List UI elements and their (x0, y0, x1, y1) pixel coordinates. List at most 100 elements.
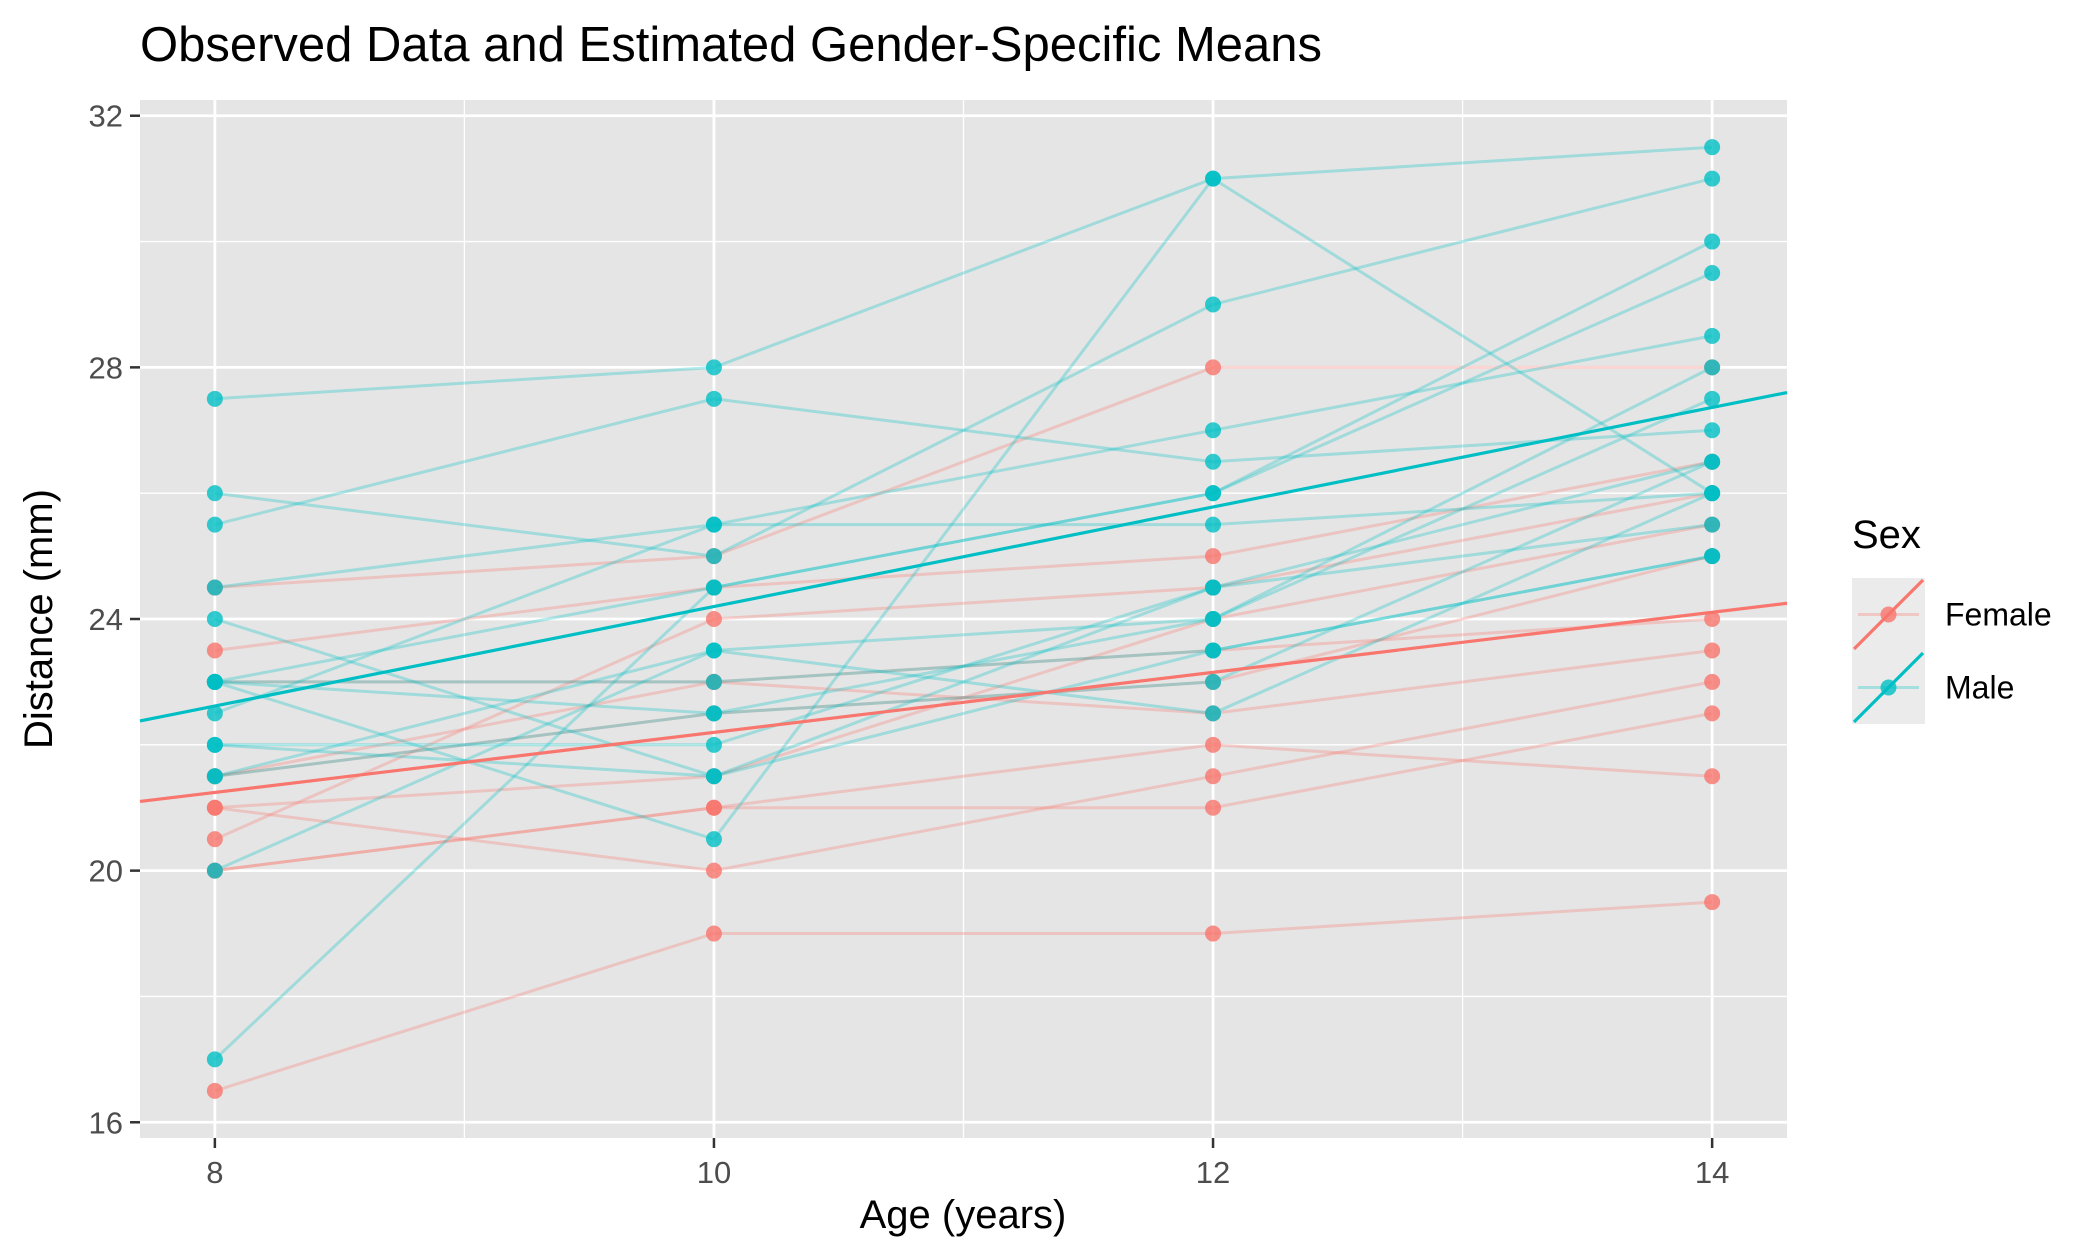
subject-line-male-18 (214, 460, 1713, 747)
y-axis-title: Distance (mm) (17, 489, 61, 749)
data-point-female (1205, 359, 1222, 376)
data-point-male (206, 611, 223, 627)
data-point-male (1205, 296, 1222, 313)
y-tick-label: 32 (89, 99, 123, 134)
data-point-male (1205, 611, 1222, 627)
data-point-male (206, 1051, 223, 1068)
y-tick-label: 24 (89, 602, 123, 637)
subject-line-male-17 (214, 334, 1713, 589)
data-point-female (206, 799, 223, 816)
data-point-male (1205, 579, 1222, 596)
data-point-female (1205, 548, 1222, 565)
data-point-male (1205, 705, 1222, 722)
subject-line-male-19 (214, 523, 1713, 778)
data-point-male (1205, 516, 1222, 533)
data-point-female (1704, 673, 1721, 690)
subject-line-female-5 (214, 649, 1713, 778)
subject-line-female-6 (214, 711, 1713, 873)
axis-ticks (130, 114, 1714, 1148)
data-point-male (705, 516, 722, 533)
subject-line-male-23 (214, 366, 1713, 778)
y-tick-label: 20 (89, 854, 123, 889)
data-point-male (705, 642, 722, 659)
data-point-male (206, 673, 223, 690)
data-point-female (1704, 611, 1721, 627)
data-point-male (206, 485, 223, 502)
data-point-male (1205, 485, 1222, 502)
subject-line-male-27 (214, 554, 1713, 778)
mean-line-female (139, 601, 1788, 804)
x-tick-label: 8 (206, 1155, 223, 1190)
data-point-female (1205, 768, 1222, 785)
data-point-female (1205, 799, 1222, 816)
data-point-male (206, 516, 223, 533)
y-tick-labels: 16 20 24 28 32 (89, 99, 123, 1141)
subject-lines (213, 145, 1713, 1093)
subject-line-male-16 (214, 491, 1713, 872)
data-point-female (1704, 642, 1721, 659)
data-point-male (1205, 422, 1222, 439)
data-point-female (1704, 705, 1721, 722)
data-point-female (1704, 768, 1721, 785)
data-point-female (1704, 894, 1721, 911)
legend-entries: Female Male (1852, 578, 2052, 724)
data-point-male (705, 768, 722, 785)
data-point-female (206, 642, 223, 659)
legend-title: Sex (1852, 513, 1921, 557)
subject-line-male-22 (214, 554, 1713, 684)
data-point-male (705, 673, 722, 690)
subject-line-male-12 (214, 177, 1713, 558)
data-point-male (1704, 453, 1721, 470)
subject-line-male-13 (214, 460, 1713, 778)
data-point-female (206, 831, 223, 848)
data-point-male (206, 768, 223, 785)
legend-key-point (1880, 679, 1897, 696)
subject-line-female-3 (214, 491, 1713, 841)
data-point-female (705, 862, 722, 879)
data-point-male (705, 390, 722, 407)
legend-label-male: Male (1945, 670, 2014, 706)
data-point-male (1704, 327, 1721, 344)
subject-line-male-14 (214, 397, 1713, 715)
mean-line-male (139, 390, 1788, 723)
data-point-male (705, 705, 722, 722)
data-point-male (705, 736, 722, 753)
data-point-male (1704, 359, 1721, 376)
data-point-male (1704, 422, 1721, 439)
data-point-male (705, 831, 722, 848)
subject-line-female-1 (214, 680, 1713, 873)
data-point-male (1205, 673, 1222, 690)
subject-line-female-9 (214, 743, 1713, 873)
data-points (206, 139, 1721, 1099)
data-point-male (206, 862, 223, 879)
x-tick-label: 12 (1196, 1155, 1230, 1190)
x-tick-label: 10 (697, 1155, 731, 1190)
data-point-male (1704, 139, 1721, 156)
data-point-male (1704, 485, 1721, 502)
data-point-female (1205, 925, 1222, 942)
x-tick-labels: 8 10 12 14 (206, 1155, 1729, 1190)
data-point-male (1205, 453, 1222, 470)
data-point-male (1704, 265, 1721, 281)
x-tick-label: 14 (1695, 1155, 1729, 1190)
data-point-male (1205, 642, 1222, 659)
subject-line-female-4 (214, 460, 1713, 652)
data-point-male (1704, 516, 1721, 533)
subject-line-female-10 (214, 900, 1713, 1093)
subject-line-male-15 (214, 397, 1713, 527)
subject-line-male-25 (214, 491, 1713, 715)
data-point-male (1205, 170, 1222, 187)
data-point-female (705, 611, 722, 627)
data-point-male (705, 359, 722, 376)
subject-line-female-8 (214, 617, 1713, 684)
data-point-male (1704, 170, 1721, 187)
data-point-male (1704, 233, 1721, 250)
data-point-male (206, 705, 223, 722)
data-point-male (705, 548, 722, 565)
data-point-female (206, 1082, 223, 1099)
data-point-female (1205, 736, 1222, 753)
subject-line-female-7 (214, 554, 1713, 778)
x-axis-title: Age (years) (860, 1193, 1067, 1237)
data-point-male (206, 579, 223, 596)
